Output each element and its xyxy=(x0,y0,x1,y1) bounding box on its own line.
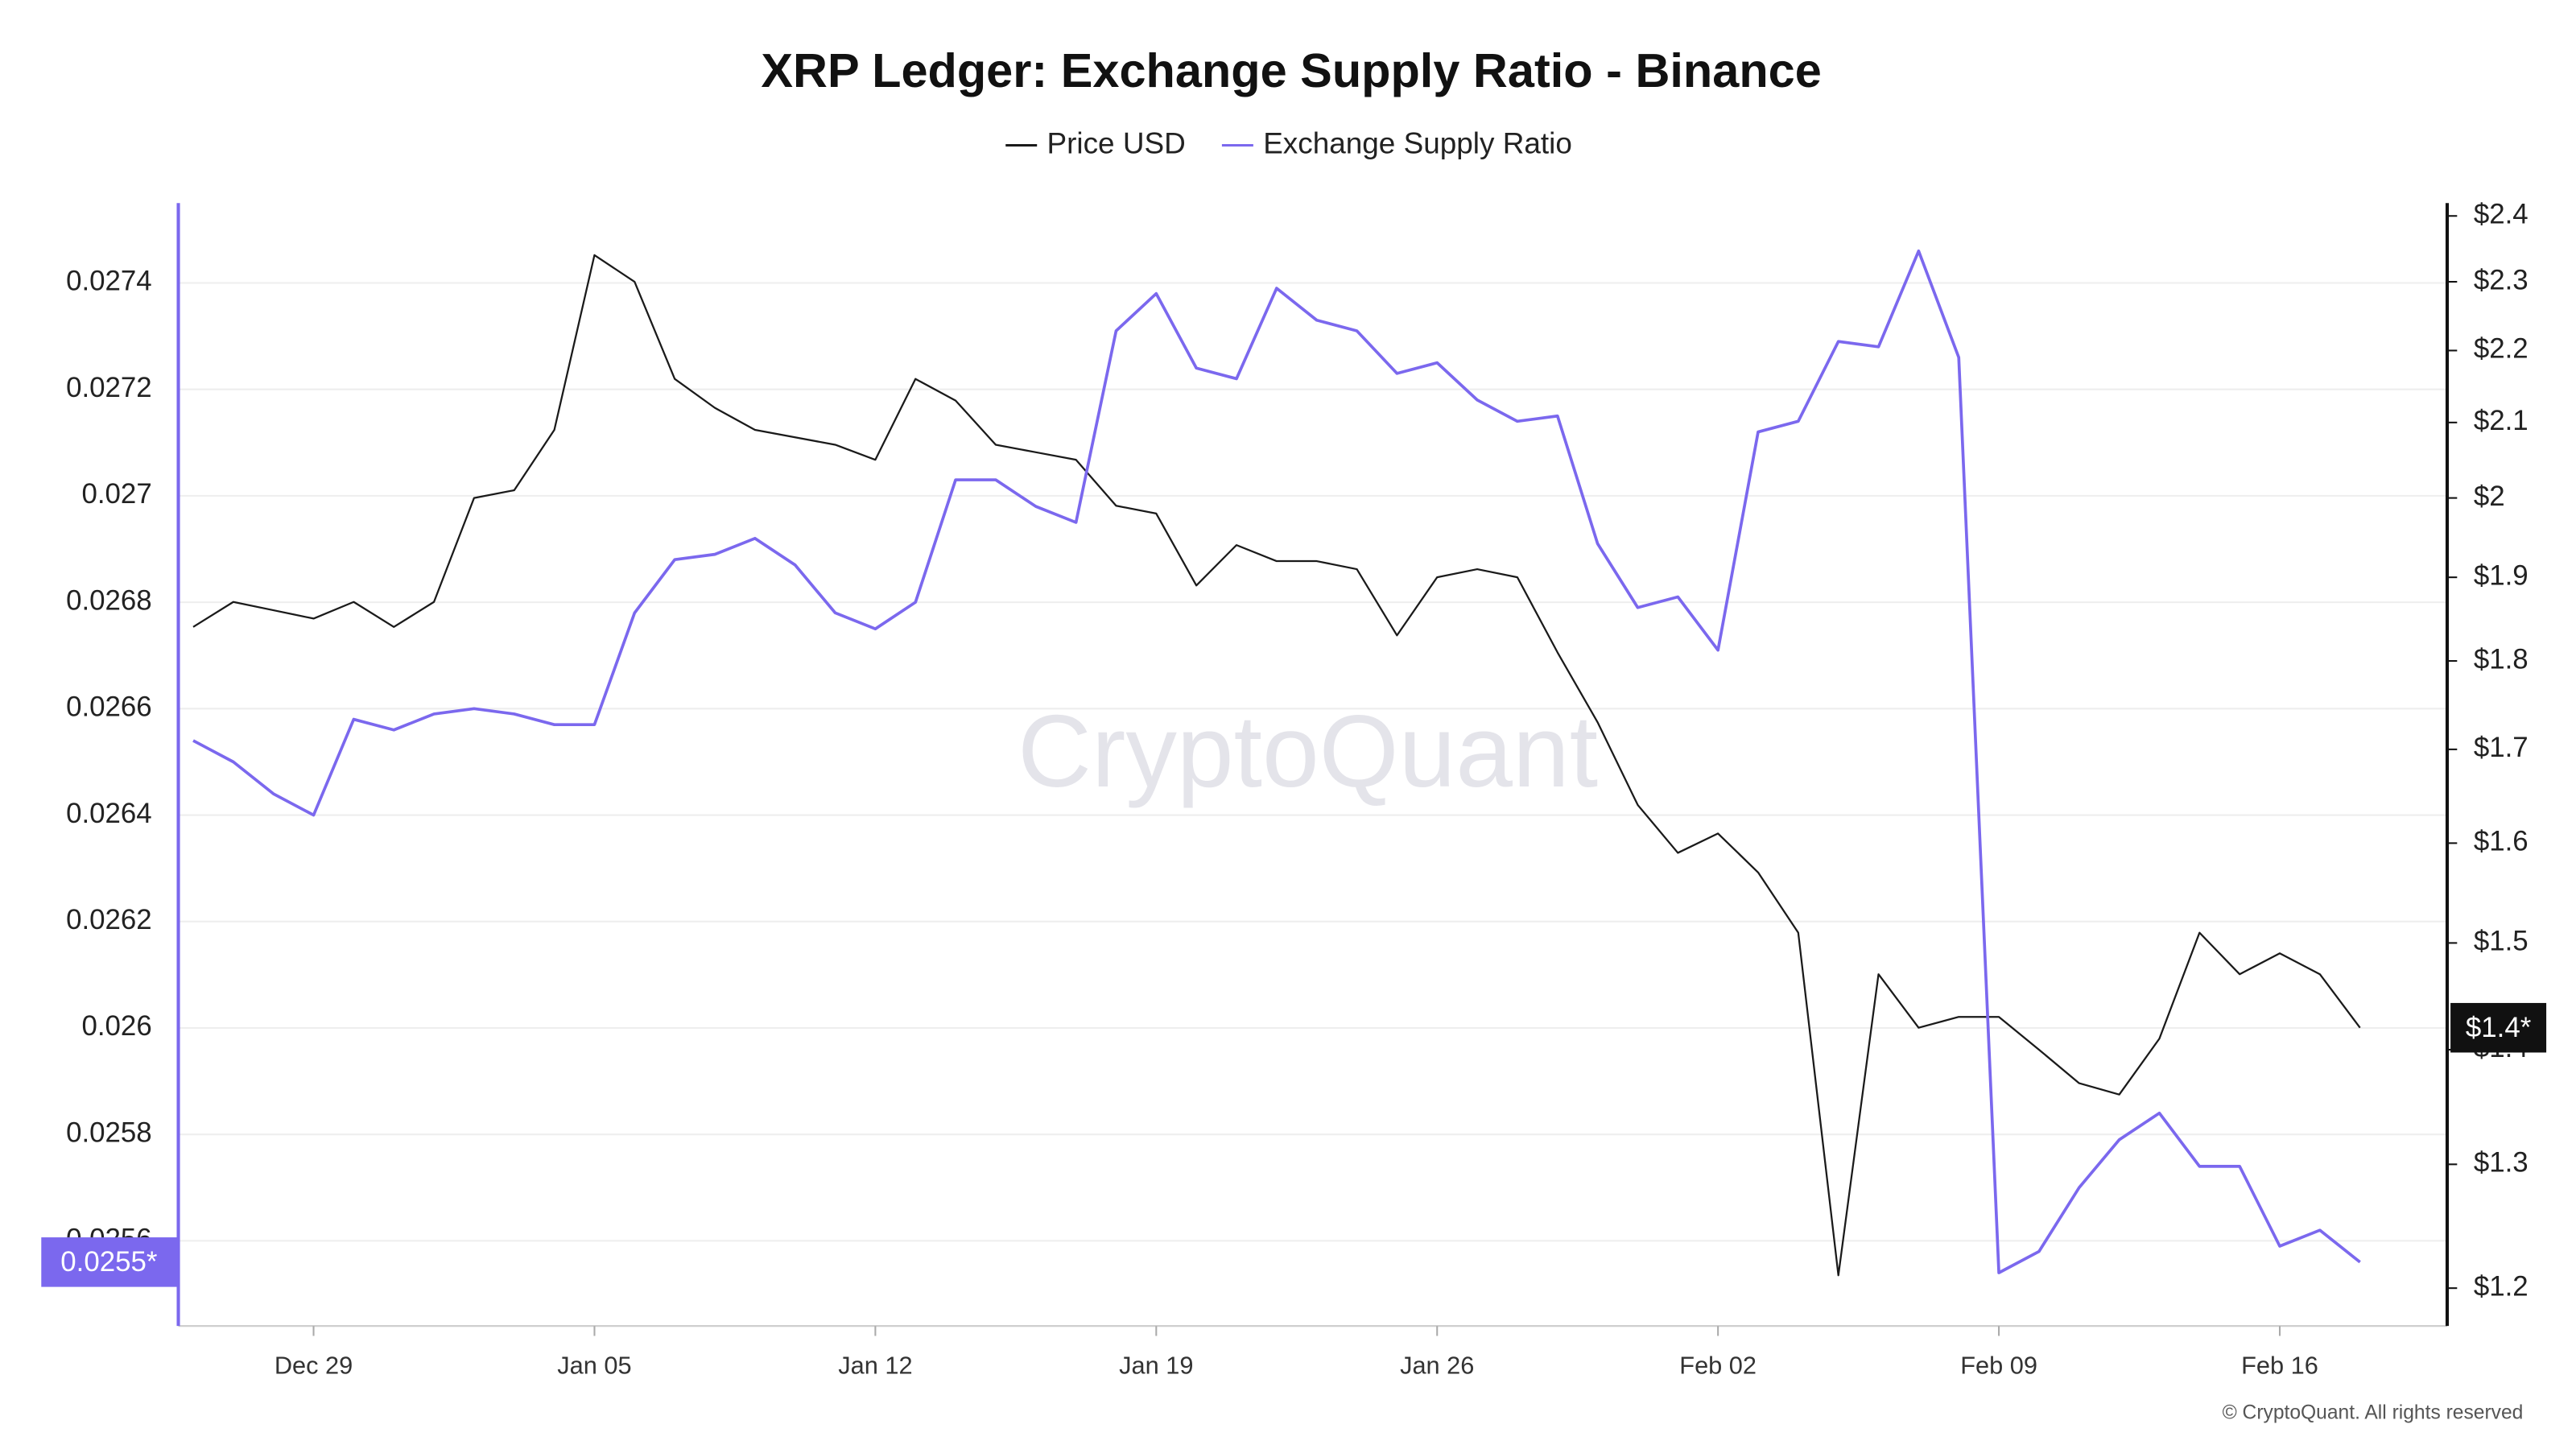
y-tick-label: 0.0264 xyxy=(66,798,152,829)
y2-tick-label: $1.7 xyxy=(2474,732,2529,763)
y2-tick-label: $2.1 xyxy=(2474,405,2529,436)
y2-tick-label: $1.6 xyxy=(2474,826,2529,857)
y-tick-label: 0.027 xyxy=(81,478,151,510)
y2-tick-label: $1.5 xyxy=(2474,926,2529,957)
series-line xyxy=(192,249,2361,1274)
x-tick-label: Dec 29 xyxy=(275,1352,353,1380)
watermark: CryptoQuant xyxy=(1018,694,1598,808)
last-value-box xyxy=(2450,1002,2547,1053)
y2-tick-label: $1.9 xyxy=(2474,559,2529,591)
footer: © CryptoQuant. All rights reserved xyxy=(2223,1402,2524,1423)
y2-tick-label: $2.4 xyxy=(2474,198,2529,229)
y2-tick-label: $1.8 xyxy=(2474,643,2529,675)
y-tick-label: 0.0266 xyxy=(66,691,152,723)
y2-tick-label: $1.2 xyxy=(2474,1270,2529,1302)
last-value-box xyxy=(41,1237,179,1287)
y2-tick-label: $2.3 xyxy=(2474,264,2529,295)
y-tick-label: 0.0268 xyxy=(66,584,152,616)
y2-tick-label: $2 xyxy=(2474,481,2505,512)
x-tick-label: Jan 12 xyxy=(838,1352,912,1380)
y-tick-label: 0.0274 xyxy=(66,266,152,297)
x-tick-label: Feb 09 xyxy=(1960,1352,2037,1380)
y2-tick-label: $1.3 xyxy=(2474,1147,2529,1179)
x-tick-label: Feb 16 xyxy=(2241,1352,2318,1380)
chart-title: XRP Ledger: Exchange Supply Ratio - Bina… xyxy=(761,43,1821,97)
x-tick-label: Jan 19 xyxy=(1119,1352,1193,1380)
y2-tick-label: $2.2 xyxy=(2474,333,2529,365)
y-tick-label: 0.0272 xyxy=(66,372,152,403)
legend-label: Price USD xyxy=(1047,126,1186,159)
last-value-label: 0.0255* xyxy=(60,1246,158,1278)
legend-label: Exchange Supply Ratio xyxy=(1263,126,1572,159)
x-tick-label: Feb 02 xyxy=(1679,1352,1757,1380)
series-line xyxy=(192,254,2361,1277)
y-tick-label: 0.0258 xyxy=(66,1117,152,1148)
x-tick-label: Jan 26 xyxy=(1400,1352,1474,1380)
y-tick-label: 0.0262 xyxy=(66,904,152,935)
x-tick-label: Jan 05 xyxy=(557,1352,631,1380)
last-value-label: $1.4* xyxy=(2466,1012,2532,1043)
y-tick-label: 0.026 xyxy=(81,1010,151,1042)
